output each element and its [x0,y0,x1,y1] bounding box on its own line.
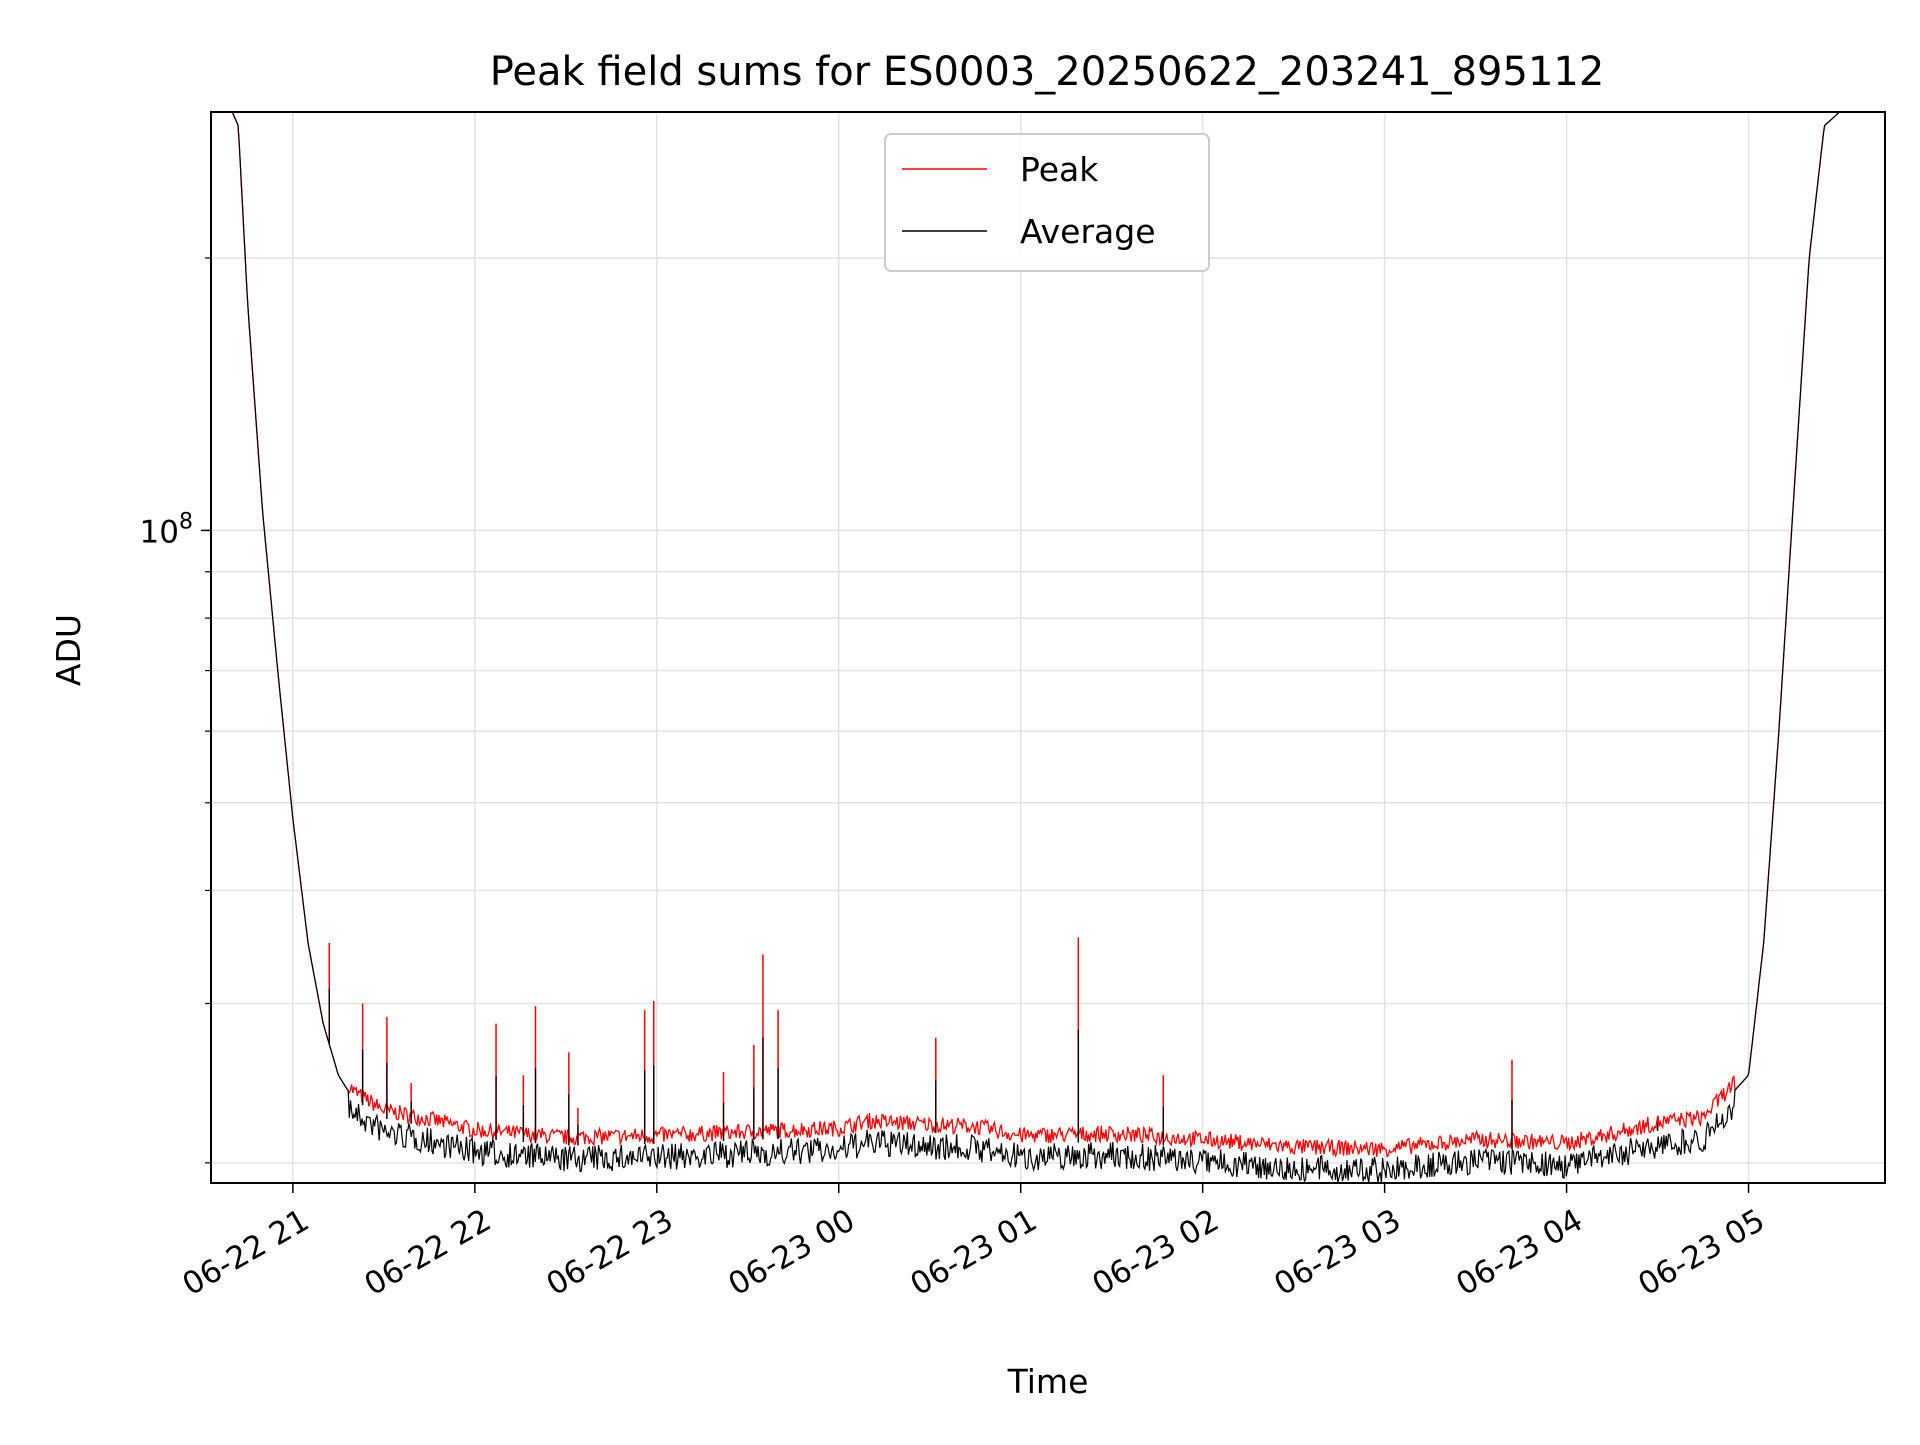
legend-label-peak: Peak [1020,150,1099,189]
plot-area-frame [210,111,1886,1184]
plot-lines [231,111,1840,1184]
chart-title: Peak field sums for ES0003_20250622_2032… [490,49,1605,95]
legend-label-average: Average [1020,212,1156,251]
grid [211,112,1885,1183]
average-series-line [231,111,1840,1184]
peak-series-line [231,111,1840,1159]
y-axis-label: ADU [49,614,88,686]
x-axis-label: Time [1007,1362,1089,1401]
legend: Peak Average [884,133,1210,272]
y-tick-label: 108 [140,509,193,550]
